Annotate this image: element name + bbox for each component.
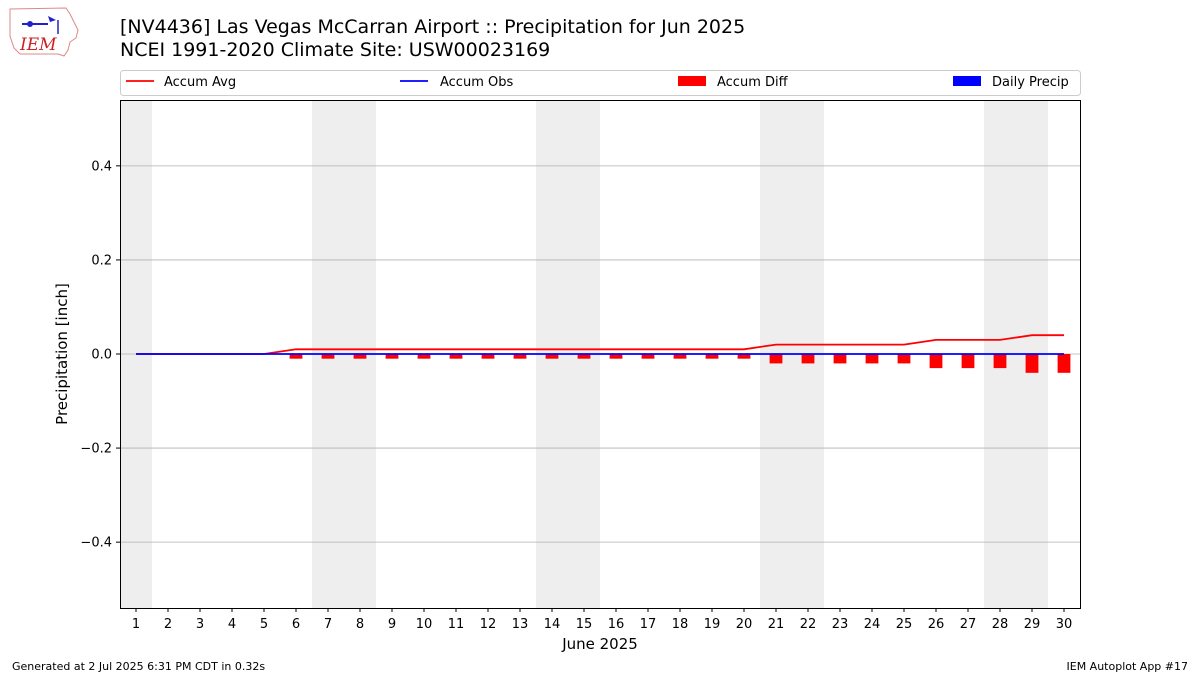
x-tick-label: 2: [164, 617, 172, 632]
accum-diff-bar: [673, 354, 687, 359]
accum-diff-bar: [865, 354, 879, 364]
x-tick-label: 30: [1056, 617, 1073, 632]
accum-diff-bar: [961, 354, 975, 369]
legend-label: Daily Precip: [992, 75, 1069, 90]
accum-diff-bar: [993, 354, 1007, 369]
logo-text: IEM: [19, 35, 57, 55]
x-tick-label: 25: [896, 617, 913, 632]
accum-diff-bar: [577, 354, 591, 359]
legend-box: [120, 70, 1081, 96]
x-tick-label: 16: [608, 617, 625, 632]
x-tick-label: 8: [356, 617, 364, 632]
accum-diff-bar: [385, 354, 399, 359]
footer-app: IEM Autoplot App #17: [1066, 660, 1189, 673]
iem-logo: IEM: [9, 7, 79, 57]
accum-diff-bar: [769, 354, 783, 364]
chart-subtitle: NCEI 1991-2020 Climate Site: USW00023169: [120, 39, 551, 61]
x-tick-label: 3: [196, 617, 204, 632]
x-tick-label: 12: [480, 617, 497, 632]
x-tick-label: 1: [132, 617, 140, 632]
x-tick-label: 7: [324, 617, 332, 632]
x-tick-label: 18: [672, 617, 689, 632]
x-tick-label: 28: [992, 617, 1009, 632]
legend-label: Accum Avg: [164, 75, 236, 90]
accum-diff-bar: [545, 354, 559, 359]
legend-swatch: [678, 76, 706, 86]
x-tick-label: 22: [800, 617, 817, 632]
y-tick-label: 0.2: [91, 253, 112, 268]
accum-diff-bar: [289, 354, 303, 359]
accum-diff-bar: [513, 354, 527, 359]
accum-diff-bar: [801, 354, 815, 364]
footer-generated: Generated at 2 Jul 2025 6:31 PM CDT in 0…: [12, 660, 266, 673]
accum-diff-bar: [641, 354, 655, 359]
accum-avg-line: [136, 334, 1064, 355]
y-axis-label: Precipitation [inch]: [53, 283, 71, 425]
y-tick-label: 0.4: [91, 159, 112, 174]
x-tick-label: 19: [704, 617, 721, 632]
x-tick-label: 27: [960, 617, 977, 632]
accum-diff-bar: [737, 354, 751, 359]
x-tick-label: 20: [736, 617, 753, 632]
accum-diff-bar: [609, 354, 623, 359]
accum-diff-bar: [929, 354, 943, 369]
x-tick-label: 5: [260, 617, 268, 632]
y-tick-label: 0.0: [91, 348, 112, 363]
x-tick-label: 24: [864, 617, 881, 632]
x-tick-label: 10: [416, 617, 433, 632]
y-tick-label: −0.4: [80, 536, 112, 551]
accum-diff-bar: [833, 354, 847, 364]
x-tick-label: 9: [388, 617, 396, 632]
x-tick-label: 14: [544, 617, 561, 632]
accum-diff-bar: [1025, 354, 1039, 373]
accum-diff-bar: [481, 354, 495, 359]
x-tick-label: 15: [576, 617, 593, 632]
x-tick-label: 26: [928, 617, 945, 632]
x-tick-label: 23: [832, 617, 849, 632]
legend-label: Accum Obs: [440, 75, 513, 90]
x-tick-label: 17: [640, 617, 657, 632]
accum-diff-bar: [705, 354, 719, 359]
x-tick-label: 4: [228, 617, 236, 632]
x-tick-label: 13: [512, 617, 529, 632]
x-tick-label: 11: [448, 617, 465, 632]
accum-diff-bar: [897, 354, 911, 364]
x-tick-label: 21: [768, 617, 785, 632]
accum-diff-bar: [449, 354, 463, 359]
accum-diff-bar: [1057, 354, 1071, 373]
accum-diff-bar: [417, 354, 431, 359]
accum-diff-bar: [321, 354, 335, 359]
x-tick-label: 29: [1024, 617, 1041, 632]
legend-swatch: [953, 76, 981, 86]
x-axis-label: June 2025: [561, 635, 638, 653]
plot-frame: [120, 100, 1081, 609]
chart-title: [NV4436] Las Vegas McCarran Airport :: P…: [120, 16, 746, 38]
legend-label: Accum Diff: [717, 75, 789, 90]
x-tick-label: 6: [292, 617, 300, 632]
y-tick-label: −0.2: [80, 442, 112, 457]
accum-diff-bar: [353, 354, 367, 359]
